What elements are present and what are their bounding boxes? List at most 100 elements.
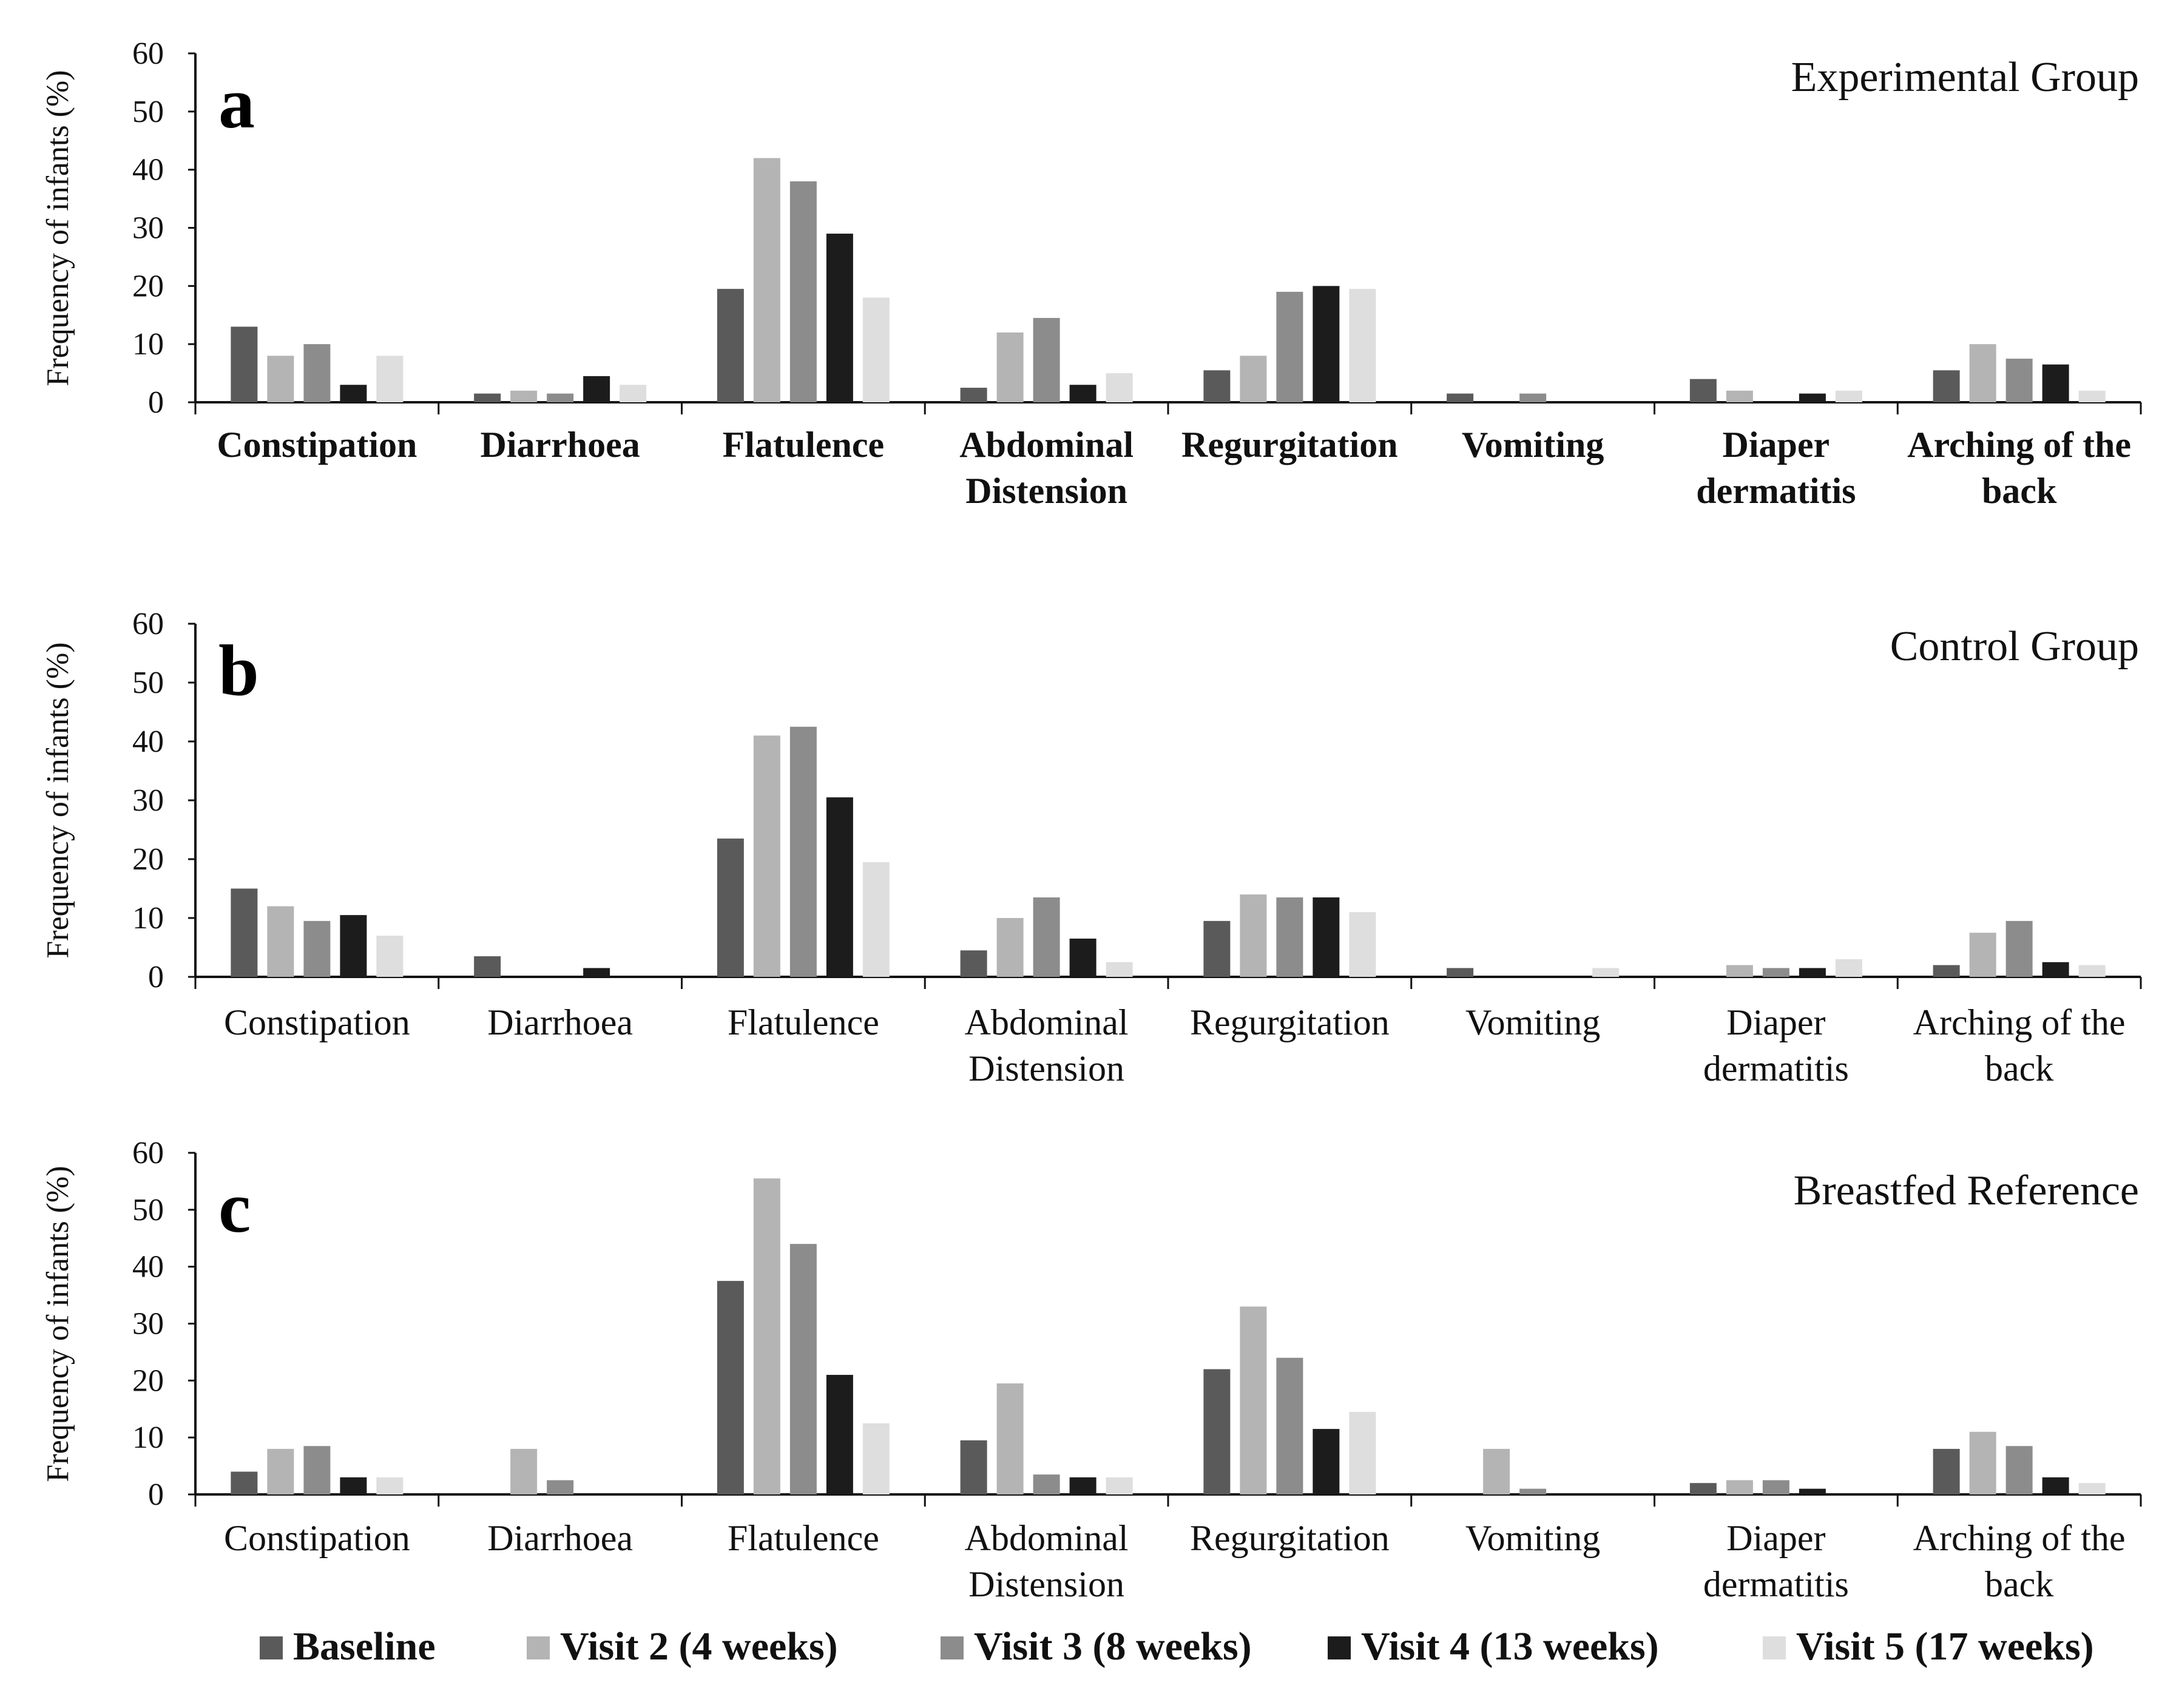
- bar-visit-2-4-weeks-diarrhoea: [510, 1448, 538, 1494]
- panel-title: Control Group: [1890, 623, 2139, 670]
- panel-letter: c: [218, 1167, 251, 1247]
- bar-visit-2-4-weeks-constipation: [267, 906, 294, 977]
- category-label: dermatitis: [1696, 471, 1856, 511]
- bar-visit-4-13-weeks-constipation: [340, 385, 367, 402]
- bar-visit-4-13-weeks-regurgitation: [1313, 1429, 1340, 1494]
- bar-visit-2-4-weeks-regurgitation: [1240, 894, 1267, 977]
- bar-baseline-regurgitation: [1203, 1369, 1231, 1494]
- y-tick-label: 0: [148, 960, 164, 994]
- bar-visit-2-4-weeks-regurgitation: [1240, 356, 1267, 402]
- legend-swatch-visit-4-13-weeks: [1328, 1636, 1351, 1659]
- category-label: Regurgitation: [1181, 425, 1398, 465]
- bar-visit-2-4-weeks-diarrhoea: [510, 390, 538, 402]
- y-tick-label: 10: [132, 901, 164, 936]
- bar-visit-2-4-weeks-vomiting: [1483, 1448, 1510, 1494]
- category-label: Arching of the: [1907, 425, 2131, 465]
- category-label: Abdominal: [965, 1002, 1129, 1042]
- bar-visit-3-8-weeks-flatulence: [789, 181, 817, 402]
- bar-visit-3-8-weeks-constipation: [303, 344, 331, 402]
- y-tick-label: 60: [132, 1136, 164, 1170]
- bar-visit-5-17-weeks-abdominal-distension: [1106, 962, 1133, 977]
- category-label: Distension: [968, 1048, 1124, 1089]
- bar-visit-4-13-weeks-diaper-dermatitis: [1799, 1488, 1826, 1494]
- bar-visit-5-17-weeks-diaper-dermatitis: [1835, 390, 1862, 402]
- bar-visit-3-8-weeks-arching-of-the-back: [2005, 359, 2033, 402]
- bar-baseline-diaper-dermatitis: [1689, 379, 1717, 402]
- legend-swatch-visit-3-8-weeks: [941, 1636, 964, 1659]
- bar-visit-2-4-weeks-diaper-dermatitis: [1726, 1480, 1753, 1494]
- bar-visit-3-8-weeks-regurgitation: [1276, 291, 1303, 402]
- category-label: Diaper: [1726, 1518, 1825, 1558]
- category-label: Vomiting: [1462, 425, 1604, 465]
- bar-baseline-flatulence: [717, 289, 744, 402]
- y-tick-label: 20: [132, 1363, 164, 1398]
- bar-visit-3-8-weeks-abdominal-distension: [1033, 318, 1060, 402]
- bar-baseline-constipation: [231, 1471, 258, 1494]
- bar-baseline-diarrhoea: [474, 956, 501, 977]
- bar-visit-3-8-weeks-diarrhoea: [547, 393, 574, 402]
- y-tick-label: 30: [132, 211, 164, 246]
- y-tick-label: 20: [132, 269, 164, 303]
- bar-visit-4-13-weeks-regurgitation: [1313, 286, 1340, 402]
- bar-visit-4-13-weeks-arching-of-the-back: [2042, 962, 2069, 977]
- bar-baseline-arching-of-the-back: [1933, 965, 1960, 977]
- bar-visit-5-17-weeks-constipation: [376, 936, 404, 977]
- bar-visit-2-4-weeks-abdominal-distension: [996, 918, 1024, 977]
- bar-baseline-vomiting: [1447, 393, 1474, 402]
- bar-visit-4-13-weeks-arching-of-the-back: [2042, 1477, 2069, 1494]
- bar-baseline-flatulence: [717, 1281, 744, 1494]
- bar-visit-2-4-weeks-abdominal-distension: [996, 1383, 1024, 1494]
- category-label: dermatitis: [1703, 1564, 1849, 1604]
- category-label: Flatulence: [723, 425, 885, 465]
- legend-swatch-baseline: [260, 1636, 283, 1659]
- bar-baseline-abdominal-distension: [960, 388, 987, 402]
- bar-baseline-arching-of-the-back: [1933, 1448, 1960, 1494]
- category-label: Diarrhoea: [487, 1518, 633, 1558]
- bar-baseline-abdominal-distension: [960, 1440, 987, 1494]
- bar-visit-5-17-weeks-flatulence: [862, 297, 890, 402]
- bar-visit-5-17-weeks-arching-of-the-back: [2078, 390, 2106, 402]
- bar-visit-5-17-weeks-regurgitation: [1349, 289, 1376, 402]
- bar-baseline-flatulence: [717, 839, 744, 977]
- bar-visit-4-13-weeks-constipation: [340, 915, 367, 977]
- bar-visit-3-8-weeks-vomiting: [1519, 1488, 1547, 1494]
- bar-baseline-constipation: [231, 888, 258, 977]
- bar-visit-5-17-weeks-vomiting: [1592, 968, 1620, 977]
- bar-visit-3-8-weeks-arching-of-the-back: [2005, 1446, 2033, 1494]
- bar-visit-2-4-weeks-constipation: [267, 1448, 294, 1494]
- bar-visit-4-13-weeks-diarrhoea: [583, 376, 610, 402]
- category-label: Distension: [965, 471, 1127, 511]
- bar-baseline-diaper-dermatitis: [1689, 1483, 1717, 1494]
- category-label: Diarrhoea: [487, 1002, 633, 1042]
- bar-visit-5-17-weeks-abdominal-distension: [1106, 1477, 1133, 1494]
- y-tick-label: 30: [132, 783, 164, 818]
- bar-visit-2-4-weeks-abdominal-distension: [996, 332, 1024, 402]
- bar-visit-3-8-weeks-constipation: [303, 920, 331, 977]
- category-label: Vomiting: [1465, 1002, 1600, 1042]
- category-label: Distension: [968, 1564, 1124, 1604]
- bar-visit-2-4-weeks-arching-of-the-back: [1969, 344, 1996, 402]
- bar-visit-2-4-weeks-arching-of-the-back: [1969, 1431, 1996, 1494]
- category-label: Arching of the: [1913, 1002, 2126, 1042]
- bar-visit-4-13-weeks-diarrhoea: [583, 968, 610, 977]
- bar-visit-3-8-weeks-arching-of-the-back: [2005, 920, 2033, 977]
- bar-visit-5-17-weeks-regurgitation: [1349, 1411, 1376, 1494]
- category-label: back: [1982, 471, 2057, 511]
- bar-visit-4-13-weeks-diaper-dermatitis: [1799, 968, 1826, 977]
- bar-visit-3-8-weeks-diarrhoea: [547, 1480, 574, 1494]
- y-tick-label: 10: [132, 1420, 164, 1455]
- panel-letter: b: [218, 630, 259, 711]
- bar-visit-4-13-weeks-flatulence: [826, 1374, 853, 1494]
- y-tick-label: 10: [132, 327, 164, 362]
- y-tick-label: 50: [132, 1193, 164, 1227]
- bar-visit-5-17-weeks-constipation: [376, 356, 404, 402]
- y-tick-label: 50: [132, 666, 164, 700]
- category-label: Diarrhoea: [480, 425, 640, 465]
- bar-visit-5-17-weeks-diaper-dermatitis: [1835, 959, 1862, 977]
- category-label: dermatitis: [1703, 1048, 1849, 1089]
- bar-visit-4-13-weeks-abdominal-distension: [1069, 938, 1096, 977]
- bar-visit-3-8-weeks-abdominal-distension: [1033, 897, 1060, 977]
- bar-visit-4-13-weeks-arching-of-the-back: [2042, 364, 2069, 402]
- bar-visit-2-4-weeks-flatulence: [753, 1178, 780, 1494]
